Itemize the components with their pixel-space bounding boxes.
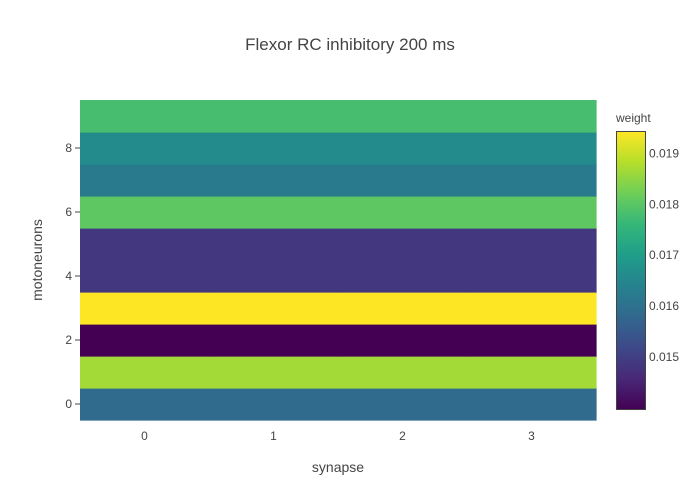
colorbar — [616, 131, 646, 410]
heatmap-cell — [338, 132, 468, 165]
heatmap-cell — [338, 324, 468, 357]
colorbar-tick-label: 0.017 — [649, 248, 679, 262]
heatmap-cell — [338, 292, 468, 325]
heatmap-cell — [80, 260, 210, 293]
heatmap-cell — [209, 132, 339, 165]
x-tick-label: 2 — [399, 429, 406, 443]
heatmap-cell — [209, 100, 339, 133]
colorbar-tick-label: 0.016 — [649, 299, 679, 313]
heatmap-cell — [209, 324, 339, 357]
y-tick-label: 2 — [65, 333, 72, 347]
heatmap-cell — [467, 356, 597, 389]
heatmap-cell — [467, 292, 597, 325]
heatmap-cell — [338, 260, 468, 293]
heatmap-cell — [338, 100, 468, 133]
heatmap-cell — [467, 100, 597, 133]
heatmap-cell — [467, 388, 597, 421]
y-tick-label: 6 — [65, 205, 72, 219]
heatmap-cell — [80, 132, 210, 165]
heatmap-cell — [80, 164, 210, 197]
x-tick-label: 3 — [528, 429, 535, 443]
heatmap-cell — [467, 228, 597, 261]
heatmap-cell — [80, 356, 210, 389]
heatmap-cell — [80, 228, 210, 261]
y-tick-label: 4 — [65, 269, 72, 283]
heatmap-cell — [338, 196, 468, 229]
heatmap-cell — [467, 260, 597, 293]
heatmap-cell — [209, 196, 339, 229]
heatmap-cell — [80, 324, 210, 357]
x-axis-title: synapse — [312, 459, 364, 475]
y-tick-label: 8 — [65, 141, 72, 155]
colorbar-tick-label: 0.018 — [649, 197, 679, 211]
heatmap-cell — [209, 388, 339, 421]
heatmap-cell — [338, 388, 468, 421]
heatmap-cell — [467, 196, 597, 229]
heatmap-cell — [338, 164, 468, 197]
heatmap-cell — [80, 100, 210, 133]
heatmap-cell — [80, 388, 210, 421]
heatmap-cell — [209, 260, 339, 293]
colorbar-ticks: 0.015 0.016 0.017 0.018 0.019 — [649, 146, 679, 364]
heatmap-cell — [467, 324, 597, 357]
heatmap-cell — [338, 228, 468, 261]
colorbar-tick-label: 0.015 — [649, 350, 679, 364]
heatmap-cell — [338, 356, 468, 389]
heatmap-cell — [467, 164, 597, 197]
heatmap-cell — [467, 132, 597, 165]
y-axis-title: motoneurons — [29, 219, 45, 301]
colorbar-tick-label: 0.019 — [649, 146, 679, 160]
heatmap-cell — [80, 196, 210, 229]
x-axis-ticks: 0 1 2 3 — [141, 429, 535, 443]
x-tick-label: 1 — [270, 429, 277, 443]
y-tick-label: 0 — [65, 397, 72, 411]
heatmap-cells — [80, 100, 597, 421]
heatmap-cell — [80, 292, 210, 325]
heatmap-cell — [209, 228, 339, 261]
chart-title: Flexor RC inhibitory 200 ms — [245, 35, 455, 54]
heatmap-cell — [209, 356, 339, 389]
heatmap-cell — [209, 292, 339, 325]
x-tick-label: 0 — [141, 429, 148, 443]
colorbar-title: weight — [615, 111, 651, 125]
y-axis-ticks: 0 2 4 6 8 — [65, 141, 80, 411]
heatmap-cell — [209, 164, 339, 197]
